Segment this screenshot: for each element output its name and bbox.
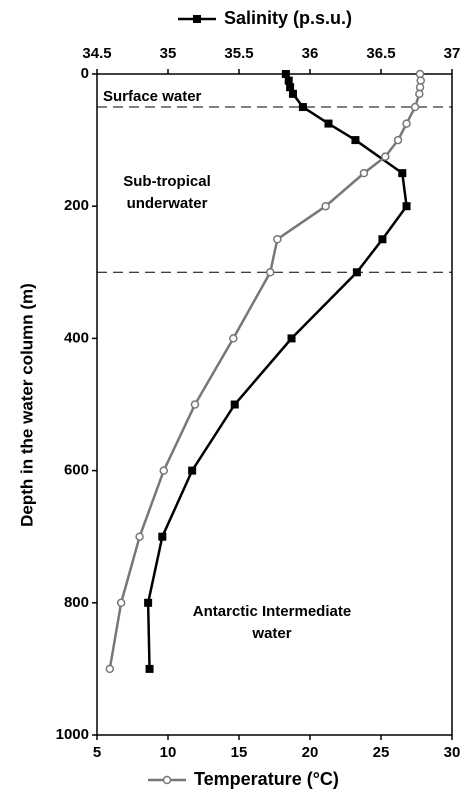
data-point	[286, 83, 295, 92]
data-point	[229, 334, 238, 343]
legend-marker	[162, 775, 172, 785]
data-point	[116, 598, 126, 608]
data-point	[284, 76, 293, 85]
data-point	[402, 202, 411, 211]
annotation: water	[251, 625, 291, 642]
series	[144, 70, 411, 673]
data-point	[410, 102, 420, 112]
data-point	[359, 168, 369, 178]
data-point	[378, 235, 387, 244]
y-tick-label: 0	[81, 65, 89, 82]
data-point	[159, 466, 168, 475]
data-point	[398, 169, 407, 178]
data-point	[144, 598, 153, 607]
data-point	[298, 103, 307, 112]
x-tick-label: 30	[444, 744, 461, 761]
data-point	[288, 89, 297, 98]
y-tick-label: 200	[64, 197, 89, 214]
y-tick-label: 600	[64, 462, 89, 479]
legend-label: Temperature (°C)	[194, 769, 339, 789]
data-point	[145, 664, 154, 673]
data-point	[393, 135, 403, 145]
series-line	[146, 73, 408, 669]
x2-tick-label: 35.5	[224, 45, 253, 62]
data-point	[158, 532, 167, 541]
data-point	[381, 152, 390, 161]
annotation: Surface water	[103, 88, 202, 105]
data-point	[188, 466, 197, 475]
data-point	[135, 532, 144, 541]
legend-label: Salinity (p.s.u.)	[224, 8, 352, 28]
data-point	[402, 119, 411, 128]
x2-tick-label: 37	[444, 45, 461, 62]
x2-tick-label: 36.5	[366, 45, 395, 62]
y-axis-label: Depth in the water column (m)	[17, 283, 36, 527]
annotation: Antarctic Intermediate	[193, 603, 351, 620]
annotation: Sub-tropical	[123, 173, 211, 190]
annotation: underwater	[127, 195, 208, 212]
data-point	[324, 119, 333, 128]
data-point	[352, 268, 361, 277]
data-point	[281, 70, 290, 78]
x-tick-label: 10	[160, 744, 177, 761]
data-point	[321, 201, 330, 211]
x-tick-label: 5	[93, 744, 101, 761]
x-tick-label: 20	[302, 744, 319, 761]
series-line	[108, 73, 423, 670]
x2-tick-label: 34.5	[82, 45, 111, 62]
data-point	[265, 268, 275, 277]
data-point	[287, 334, 296, 343]
x-tick-label: 15	[231, 744, 248, 761]
data-point	[105, 664, 115, 674]
y-tick-label: 800	[64, 594, 89, 611]
y-tick-label: 1000	[56, 726, 89, 743]
data-point	[230, 400, 239, 409]
plot-frame	[96, 73, 453, 736]
data-point	[351, 136, 360, 145]
x-tick-label: 25	[373, 744, 390, 761]
data-point	[415, 89, 424, 99]
data-point	[273, 235, 282, 244]
x2-tick-label: 36	[302, 45, 319, 62]
y-tick-label: 400	[64, 329, 89, 346]
series	[105, 69, 426, 674]
legend-marker	[193, 15, 201, 23]
data-point	[190, 400, 200, 409]
x2-tick-label: 35	[160, 45, 177, 62]
